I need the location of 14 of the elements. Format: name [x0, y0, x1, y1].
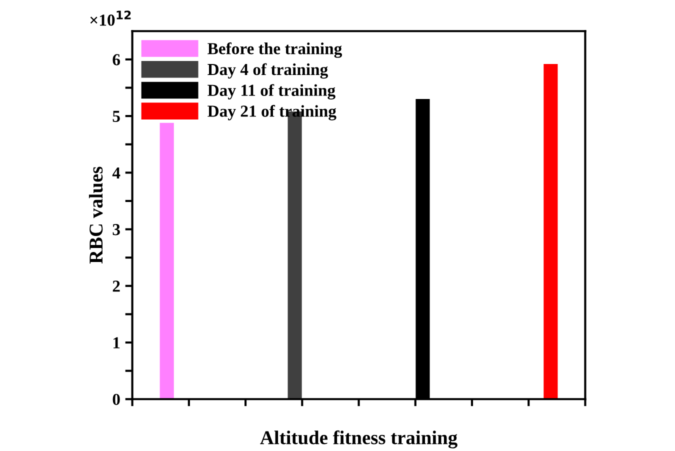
legend-label: Before the training — [208, 42, 342, 58]
y-axis-title: RBC values — [88, 166, 103, 264]
y-tick-label: 0 — [112, 394, 120, 406]
y-tick-label: 2 — [112, 280, 120, 292]
x-axis-title: Altitude fitness training — [260, 430, 458, 448]
legend-label: Day 21 of training — [208, 104, 336, 120]
legend-label: Day 4 of training — [208, 63, 328, 79]
y-tick-label: 5 — [112, 110, 120, 122]
y-tick-label: 3 — [112, 224, 120, 236]
legend-label: Day 11 of training — [208, 84, 336, 100]
y-tick-label: 1 — [113, 337, 120, 348]
y-tick-label: 4 — [112, 167, 120, 178]
text: ×10$^{12}$ — [90, 10, 131, 26]
y-tick-label: 6 — [112, 54, 120, 66]
